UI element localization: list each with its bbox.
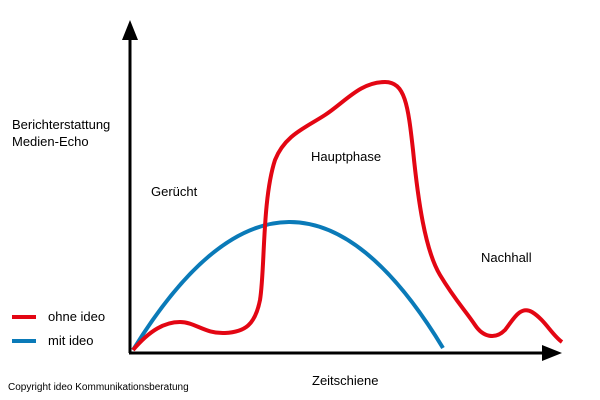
curve-mit-ideo [131,220,445,352]
legend-label: ohne ideo [48,309,105,324]
phase-label: Nachhall [481,250,532,265]
y-axis-label: Berichterstattung [12,117,110,132]
legend-label: mit ideo [48,333,94,348]
copyright: Copyright ideo Kommunikationsberatung [8,382,189,393]
y-axis-label: Medien-Echo [12,134,89,149]
x-axis-label: Zeitschiene [312,373,378,388]
phase-label: Gerücht [151,184,198,199]
x-axis-arrow [542,345,562,361]
curve-ohne-ideo [131,79,564,352]
phase-label: Hauptphase [311,149,381,164]
y-axis-arrow [122,20,138,40]
